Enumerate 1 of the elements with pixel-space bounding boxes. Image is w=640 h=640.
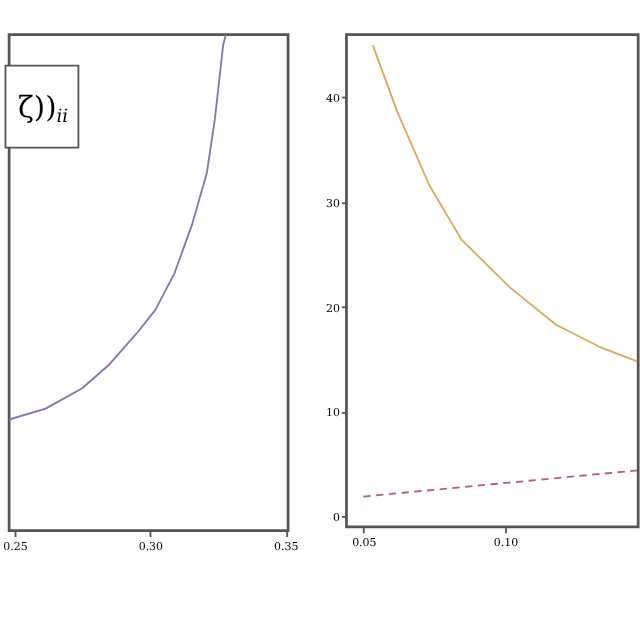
line-series <box>371 44 639 363</box>
